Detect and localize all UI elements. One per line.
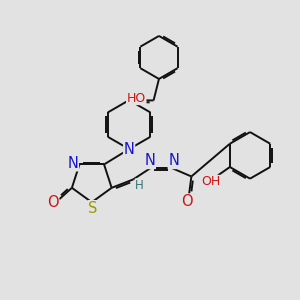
Text: S: S <box>88 201 98 216</box>
Text: N: N <box>144 153 155 168</box>
Text: OH: OH <box>201 176 221 188</box>
Text: N: N <box>168 153 179 168</box>
Text: O: O <box>182 194 193 209</box>
Text: O: O <box>47 195 58 210</box>
Text: N: N <box>68 156 78 171</box>
Text: H: H <box>135 179 144 192</box>
Text: HO: HO <box>127 92 146 104</box>
Text: N: N <box>124 142 134 157</box>
